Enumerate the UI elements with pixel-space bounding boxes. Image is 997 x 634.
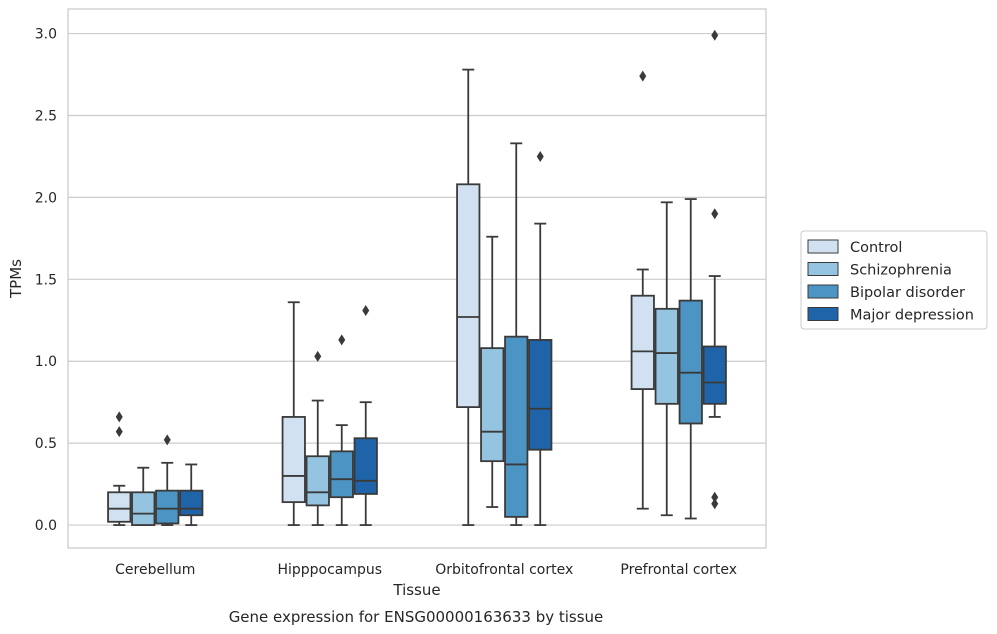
legend-swatch — [807, 284, 839, 299]
box-body — [329, 450, 354, 499]
box-2-0 — [456, 68, 481, 526]
legend: Control Schizophrenia Bipolar disorder Majo… — [800, 230, 988, 330]
grid-lines — [68, 32, 766, 526]
x-tick-label: Hipppocampus — [277, 562, 382, 578]
outlier-point — [639, 70, 647, 82]
box-body — [353, 437, 378, 495]
box-2-1 — [480, 235, 505, 508]
box-0-3 — [179, 463, 204, 526]
box-0-0 — [107, 411, 132, 526]
box-body — [480, 347, 505, 463]
box-0-2 — [155, 434, 180, 526]
plot-frame — [67, 8, 767, 549]
box-body — [630, 294, 655, 390]
outlier-point — [163, 434, 171, 446]
box-body — [678, 299, 703, 425]
box-body — [305, 455, 330, 507]
box-body — [528, 339, 553, 451]
y-tick-label: 1.0 — [35, 354, 57, 370]
y-tick-label: 3.0 — [35, 27, 57, 43]
outlier-point — [536, 150, 544, 162]
box-body — [281, 416, 306, 504]
outlier-point — [711, 498, 719, 510]
legend-label: Control — [850, 240, 902, 256]
box-body — [107, 491, 132, 523]
legend-swatch — [807, 262, 839, 276]
outlier-point — [711, 208, 719, 220]
outlier-point — [711, 491, 719, 503]
x-tick-label: Cerebellum — [115, 562, 195, 578]
outlier-point — [362, 304, 370, 316]
box-3-3 — [702, 29, 727, 510]
y-tick-labels: 0.0 0.5 1.0 1.5 2.0 2.5 3.0 — [35, 27, 57, 534]
x-tick-labels: Cerebellum Hipppocampus Orbitofrontal cort… — [115, 562, 737, 578]
y-axis-title: TPMs — [7, 259, 25, 299]
legend-frame — [800, 230, 988, 330]
box-3-2 — [678, 198, 703, 520]
box-2-2 — [504, 142, 529, 526]
box-3-1 — [654, 201, 679, 517]
x-tick-label: Orbitofrontal cortex — [435, 562, 573, 578]
box-body — [702, 345, 727, 405]
box-2-3 — [528, 150, 553, 526]
box-body — [155, 489, 180, 525]
box-1-1 — [305, 350, 330, 526]
box-body — [179, 489, 204, 517]
outlier-point — [115, 426, 123, 438]
legend-label: Bipolar disorder — [850, 285, 965, 301]
legend-label: Schizophrenia — [850, 263, 952, 279]
y-tick-label: 1.5 — [35, 272, 57, 288]
box-1-2 — [329, 334, 354, 526]
outlier-point — [115, 411, 123, 423]
outlier-point — [314, 350, 322, 362]
outlier-point — [711, 29, 719, 41]
y-tick-label: 0.5 — [35, 436, 57, 452]
box-body — [456, 183, 481, 409]
chart-caption: Gene expression for ENSG00000163633 by t… — [229, 608, 604, 626]
box-body — [504, 335, 529, 518]
y-tick-label: 2.0 — [35, 190, 57, 206]
outlier-point — [338, 334, 346, 346]
y-tick-label: 0.0 — [35, 518, 57, 534]
box-1-0 — [281, 301, 306, 526]
legend-swatch — [807, 239, 839, 254]
legend-label: Major depression — [850, 308, 974, 324]
box-0-1 — [131, 466, 156, 526]
x-axis-title: Tissue — [392, 581, 440, 599]
legend-swatch — [807, 307, 839, 321]
box-layer — [107, 29, 727, 526]
y-tick-label: 2.5 — [35, 108, 57, 124]
box-1-3 — [353, 304, 378, 526]
x-tick-label: Prefrontal cortex — [620, 562, 737, 578]
box-3-0 — [630, 70, 655, 510]
box-body — [131, 491, 156, 526]
box-body — [654, 307, 679, 405]
